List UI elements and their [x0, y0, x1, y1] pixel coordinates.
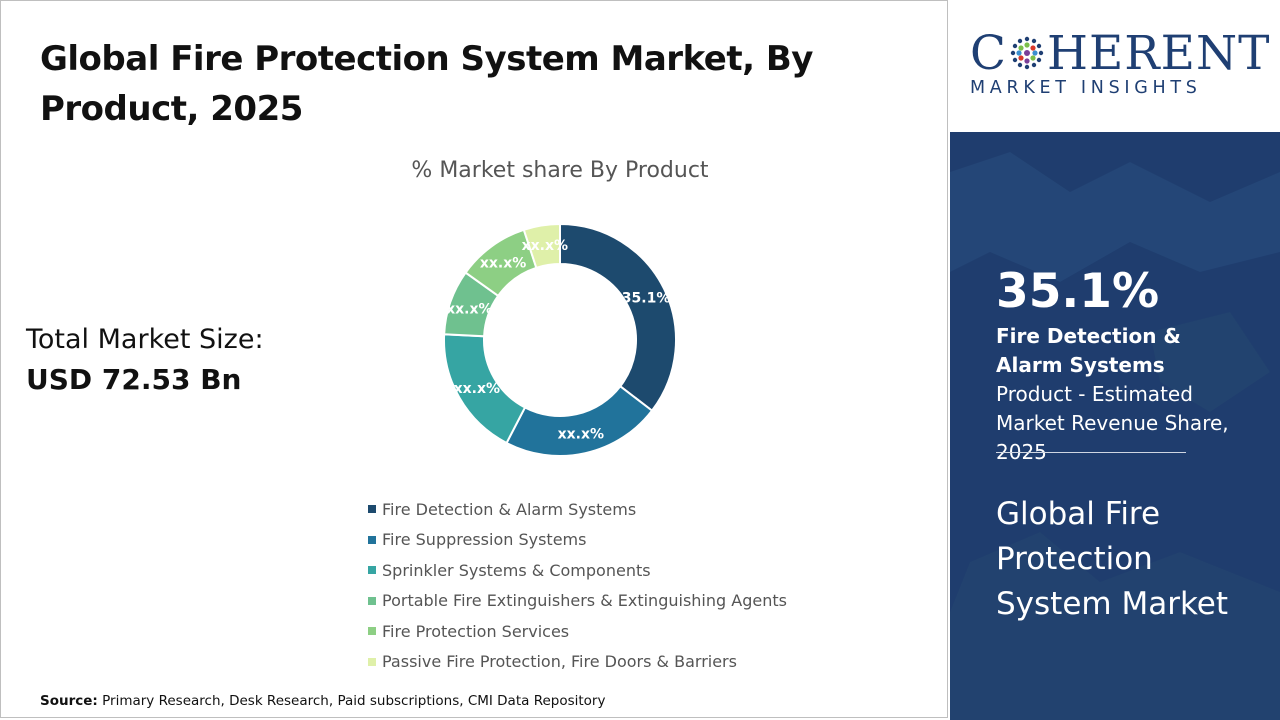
company-logo: C HERENT MARKET INSIGHTS — [950, 0, 1280, 132]
legend-item: Sprinkler Systems & Components — [368, 555, 787, 586]
highlight-description: Fire Detection & Alarm Systems Product -… — [996, 322, 1246, 467]
donut-slice — [522, 222, 561, 270]
total-market-label: Total Market Size: — [26, 324, 264, 355]
slice-label: xx.x% — [558, 427, 604, 443]
globe-icon — [1010, 36, 1044, 70]
logo-text-left: C — [970, 26, 1007, 81]
highlight-segment: Fire Detection & Alarm Systems — [996, 324, 1181, 377]
donut-slice — [559, 222, 677, 413]
logo-tagline: MARKET INSIGHTS — [970, 78, 1202, 98]
highlight-value: 35.1% — [996, 264, 1160, 319]
logo-wordmark: C HERENT — [970, 26, 1270, 82]
chart-legend: Fire Detection & Alarm Systems Fire Supp… — [368, 494, 787, 677]
legend-item: Portable Fire Extinguishers & Extinguish… — [368, 586, 787, 617]
legend-label: Sprinkler Systems & Components — [382, 560, 651, 580]
map-texture — [950, 152, 1280, 720]
legend-label: Fire Detection & Alarm Systems — [382, 499, 637, 519]
legend-label: Passive Fire Protection, Fire Doors & Ba… — [382, 652, 737, 672]
legend-label: Portable Fire Extinguishers & Extinguish… — [382, 591, 787, 611]
source-label: Source: — [40, 693, 98, 709]
slice-label: xx.x% — [454, 381, 500, 397]
logo-text-right: HERENT — [1046, 26, 1271, 81]
legend-swatch — [368, 505, 376, 514]
donut-slice — [505, 384, 654, 457]
page-title: Global Fire Protection System Market, By… — [40, 39, 813, 129]
slice-label: 35.1% — [622, 291, 671, 307]
chart-title: % Market share By Product — [411, 158, 709, 183]
total-market-value: USD 72.53 Bn — [26, 363, 242, 396]
slice-label: xx.x% — [446, 302, 492, 318]
legend-swatch — [368, 627, 376, 636]
legend-swatch — [368, 657, 376, 666]
legend-swatch — [368, 535, 376, 544]
legend-item: Passive Fire Protection, Fire Doors & Ba… — [368, 647, 787, 678]
chart-frame — [0, 0, 948, 718]
panel-market-title: Global Fire Protection System Market — [996, 496, 1229, 622]
legend-label: Fire Suppression Systems — [382, 530, 587, 550]
legend-label: Fire Protection Services — [382, 621, 570, 641]
donut-chart: 35.1% xx.x% xx.x% xx.x% xx.x% xx.x% — [443, 222, 677, 457]
source-text: Primary Research, Desk Research, Paid su… — [102, 693, 606, 709]
legend-item: Fire Suppression Systems — [368, 525, 787, 556]
slice-label: xx.x% — [480, 256, 526, 272]
highlight-panel: 35.1% Fire Detection & Alarm Systems Pro… — [950, 132, 1280, 720]
source-note: Source: Primary Research, Desk Research,… — [40, 693, 605, 709]
legend-swatch — [368, 566, 376, 575]
highlight-text: Product - Estimated Market Revenue Share… — [996, 382, 1229, 464]
slice-label: xx.x% — [522, 238, 568, 254]
legend-item: Fire Protection Services — [368, 616, 787, 647]
legend-item: Fire Detection & Alarm Systems — [368, 494, 787, 525]
divider — [996, 452, 1186, 453]
legend-swatch — [368, 596, 376, 605]
